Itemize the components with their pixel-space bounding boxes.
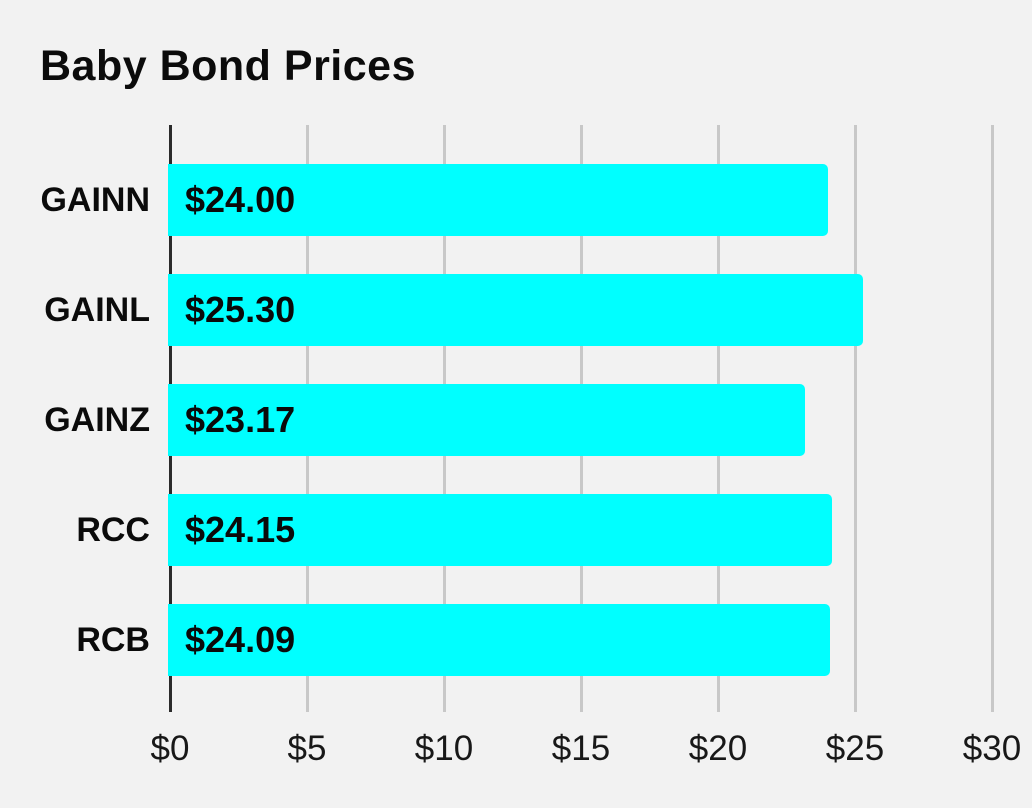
value-label-gainn: $24.00	[185, 179, 296, 220]
x-tick-label-0: $0	[150, 729, 190, 768]
x-tick-label-25: $25	[825, 729, 885, 768]
bar-row-gainz: GAINZ $23.17	[0, 384, 1032, 456]
category-label-gainn: GAINN	[40, 181, 150, 219]
value-label-gainl: $25.30	[185, 289, 296, 330]
value-label-rcc: $24.15	[185, 509, 296, 550]
x-tick-label-5: $5	[287, 729, 327, 768]
x-tick-label-30: $30	[962, 729, 1022, 768]
bar-rcb: $24.09	[168, 604, 831, 676]
bar-gainn: $24.00	[168, 164, 828, 236]
chart-title: Baby Bond Prices	[40, 42, 416, 90]
bar-gainl: $25.30	[168, 274, 864, 346]
gridline-25	[853, 125, 857, 712]
value-label-rcb: $24.09	[185, 619, 296, 660]
bar-rcc: $24.15	[168, 494, 832, 566]
bar-row-gainn: GAINN $24.00	[0, 164, 1032, 236]
bar-gainz: $23.17	[168, 384, 805, 456]
category-label-rcb: RCB	[76, 621, 150, 659]
x-tick-label-20: $20	[688, 729, 748, 768]
category-label-gainl: GAINL	[44, 291, 150, 329]
category-label-rcc: RCC	[76, 511, 150, 549]
bar-row-rcc: RCC $24.15	[0, 494, 1032, 566]
x-tick-label-15: $15	[551, 729, 611, 768]
gridline-30	[990, 125, 994, 712]
value-label-gainz: $23.17	[185, 399, 296, 440]
bar-row-rcb: RCB $24.09	[0, 604, 1032, 676]
bar-row-gainl: GAINL $25.30	[0, 274, 1032, 346]
x-tick-label-10: $10	[414, 729, 474, 768]
category-label-gainz: GAINZ	[44, 401, 150, 439]
